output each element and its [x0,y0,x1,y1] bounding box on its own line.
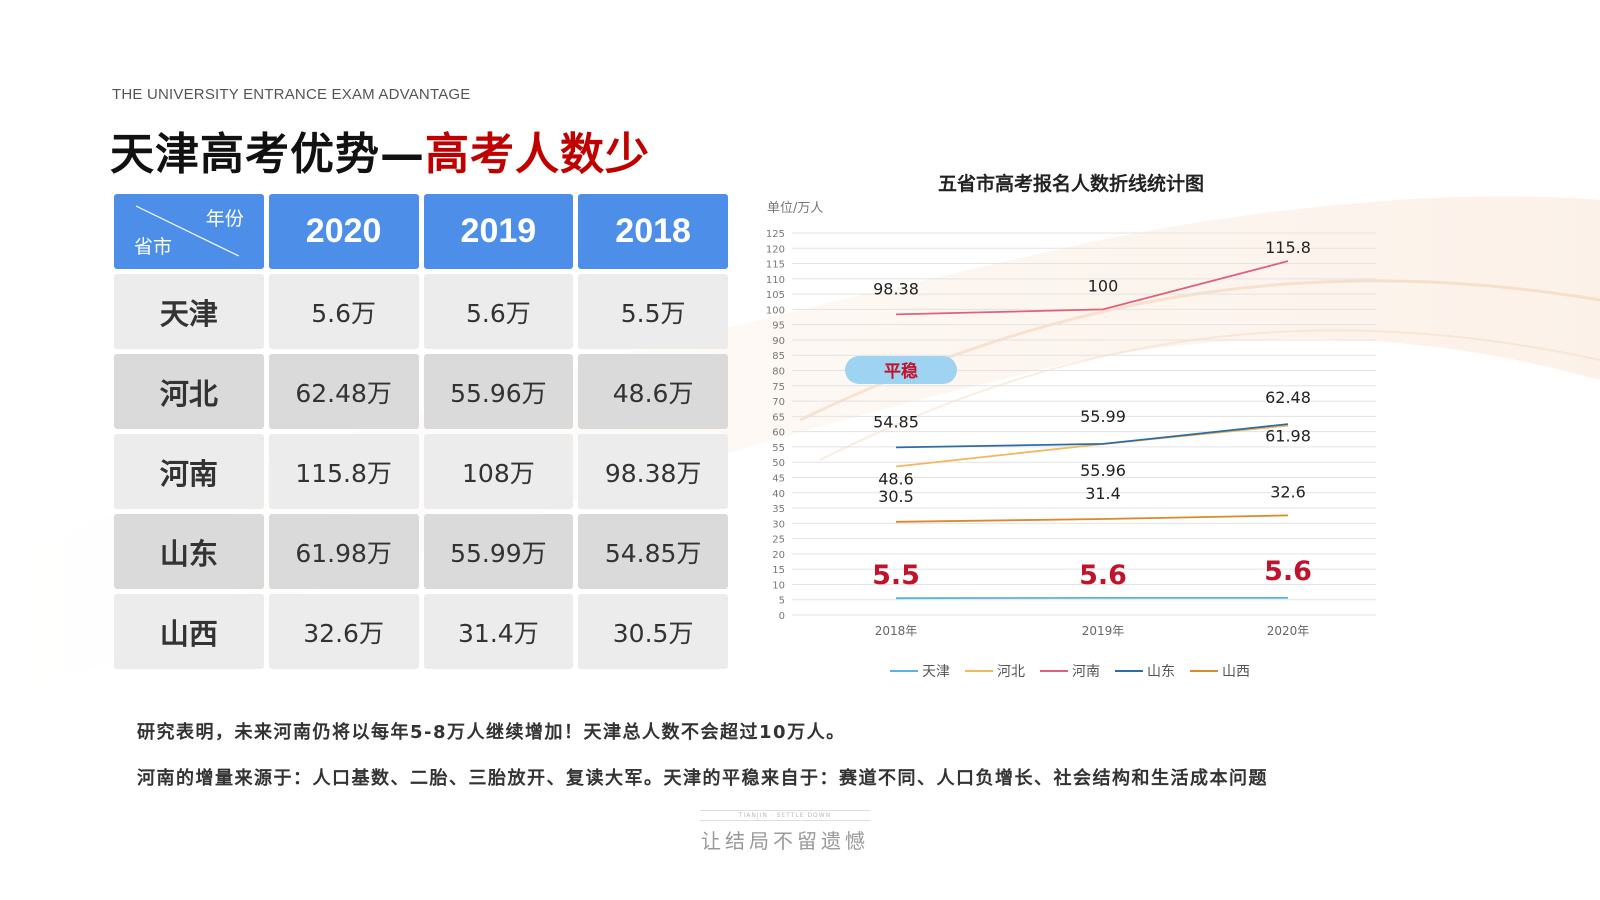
province-cell: 河南 [114,434,264,509]
y-tick-label: 25 [772,535,785,546]
y-tick-label: 15 [772,565,785,576]
y-tick-label: 60 [772,428,785,439]
table-row: 河北 62.48万 55.96万 48.6万 [114,354,728,429]
corner-year-label: 年份 [205,209,244,230]
y-tick-label: 75 [772,382,785,393]
footer-slogan: 让结局不留遗憾 [701,829,869,853]
y-tick-label: 85 [772,351,785,362]
legend-label: 山西 [1222,664,1250,680]
value-cell: 5.5万 [578,274,728,349]
data-label: 30.5 [878,487,914,506]
data-label: 31.4 [1085,484,1121,503]
data-label: 48.6 [878,469,914,488]
data-label: 5.6 [1264,556,1312,587]
table-row: 天津 5.6万 5.6万 5.5万 [114,274,728,349]
footer-brand: TIANJIN · SETTLE DOWN 让结局不留遗憾 [700,810,870,854]
title-highlight: 高考人数少 [425,129,650,180]
value-cell: 115.8万 [268,434,419,509]
data-label: 100 [1088,276,1119,295]
y-tick-label: 90 [772,336,785,347]
value-cell: 61.98万 [268,514,419,589]
y-tick-label: 100 [766,305,785,316]
y-axis-unit-label: 单位/万人 [767,201,823,216]
title-main: 天津高考优势— [110,129,425,180]
data-label: 98.38 [873,279,919,298]
data-label: 115.8 [1265,238,1311,257]
y-tick-label: 45 [772,473,785,484]
data-label: 55.96 [1080,461,1126,480]
legend-label: 河南 [1072,664,1100,680]
y-tick-label: 115 [766,260,785,271]
legend-label: 山东 [1147,664,1175,680]
y-tick-label: 70 [772,397,785,408]
y-tick-label: 20 [772,550,785,561]
value-cell: 62.48万 [268,354,419,429]
value-cell: 5.6万 [268,274,419,349]
table-corner-cell: 年份 省市 [114,194,264,269]
data-label: 5.6 [1079,560,1127,591]
corner-province-label: 省市 [134,237,173,258]
data-label: 5.5 [872,560,920,591]
y-tick-label: 110 [766,275,785,286]
value-cell: 54.85万 [578,514,728,589]
annotation-label: 平稳 [884,361,918,382]
page-subtitle: THE UNIVERSITY ENTRANCE EXAM ADVANTAGE [112,86,471,103]
value-cell: 98.38万 [578,434,728,509]
series-line-2 [895,260,1289,316]
y-tick-label: 55 [772,443,785,454]
series-line-4 [895,514,1289,523]
research-note: 研究表明，未来河南仍将以每年5-8万人继续增加！天津总人数不会超过10万人。 [137,722,846,743]
data-label: 32.6 [1270,482,1306,501]
province-cell: 河北 [114,354,264,429]
data-label: 61.98 [1265,427,1311,446]
comparison-table: 年份 省市 2020 2019 2018 天津 5.6万 5.6万 5.5万 河… [114,194,728,674]
value-cell: 31.4万 [423,594,574,669]
table-header-row: 年份 省市 2020 2019 2018 [114,194,728,269]
y-tick-label: 10 [772,580,785,591]
x-tick-label: 2020年 [1267,624,1310,638]
y-tick-label: 125 [766,229,785,240]
x-tick-label: 2019年 [1082,624,1125,638]
value-cell: 55.99万 [423,514,574,589]
y-tick-label: 5 [779,596,785,607]
x-tick-label: 2018年 [875,624,918,638]
y-tick-label: 65 [772,412,785,423]
y-tick-label: 40 [772,489,785,500]
table-row: 山西 32.6万 31.4万 30.5万 [114,594,728,669]
source-note: 河南的增量来源于：人口基数、二胎、三胎放开、复读大军。天津的平稳来自于：赛道不同… [137,768,1268,789]
year-header: 2019 [423,194,574,269]
data-label: 62.48 [1265,388,1311,407]
y-tick-label: 35 [772,504,785,515]
province-cell: 山西 [114,594,264,669]
y-tick-label: 50 [772,458,785,469]
y-tick-label: 0 [779,611,785,622]
chart-title: 五省市高考报名人数折线统计图 [938,172,1204,195]
y-tick-label: 80 [772,367,785,378]
y-tick-label: 95 [772,321,785,332]
province-cell: 天津 [114,274,264,349]
table-row: 山东 61.98万 55.99万 54.85万 [114,514,728,589]
y-tick-label: 120 [766,244,785,255]
data-label: 55.99 [1080,407,1126,426]
y-tick-label: 30 [772,519,785,530]
value-cell: 48.6万 [578,354,728,429]
series-line-3 [895,423,1289,449]
value-cell: 55.96万 [423,354,574,429]
year-header: 2020 [268,194,419,269]
table-row: 河南 115.8万 108万 98.38万 [114,434,728,509]
province-cell: 山东 [114,514,264,589]
footer-tagline: TIANJIN · SETTLE DOWN [700,810,870,821]
value-cell: 5.6万 [423,274,574,349]
value-cell: 32.6万 [268,594,419,669]
legend-label: 河北 [997,664,1025,680]
y-tick-label: 105 [766,290,785,301]
value-cell: 108万 [423,434,574,509]
year-header: 2018 [578,194,728,269]
page-title: 天津高考优势—高考人数少 [110,118,650,182]
data-label: 54.85 [873,412,919,431]
legend-label: 天津 [922,664,950,680]
series-line-1 [895,424,1289,468]
annotation-pill [845,356,957,384]
value-cell: 30.5万 [578,594,728,669]
